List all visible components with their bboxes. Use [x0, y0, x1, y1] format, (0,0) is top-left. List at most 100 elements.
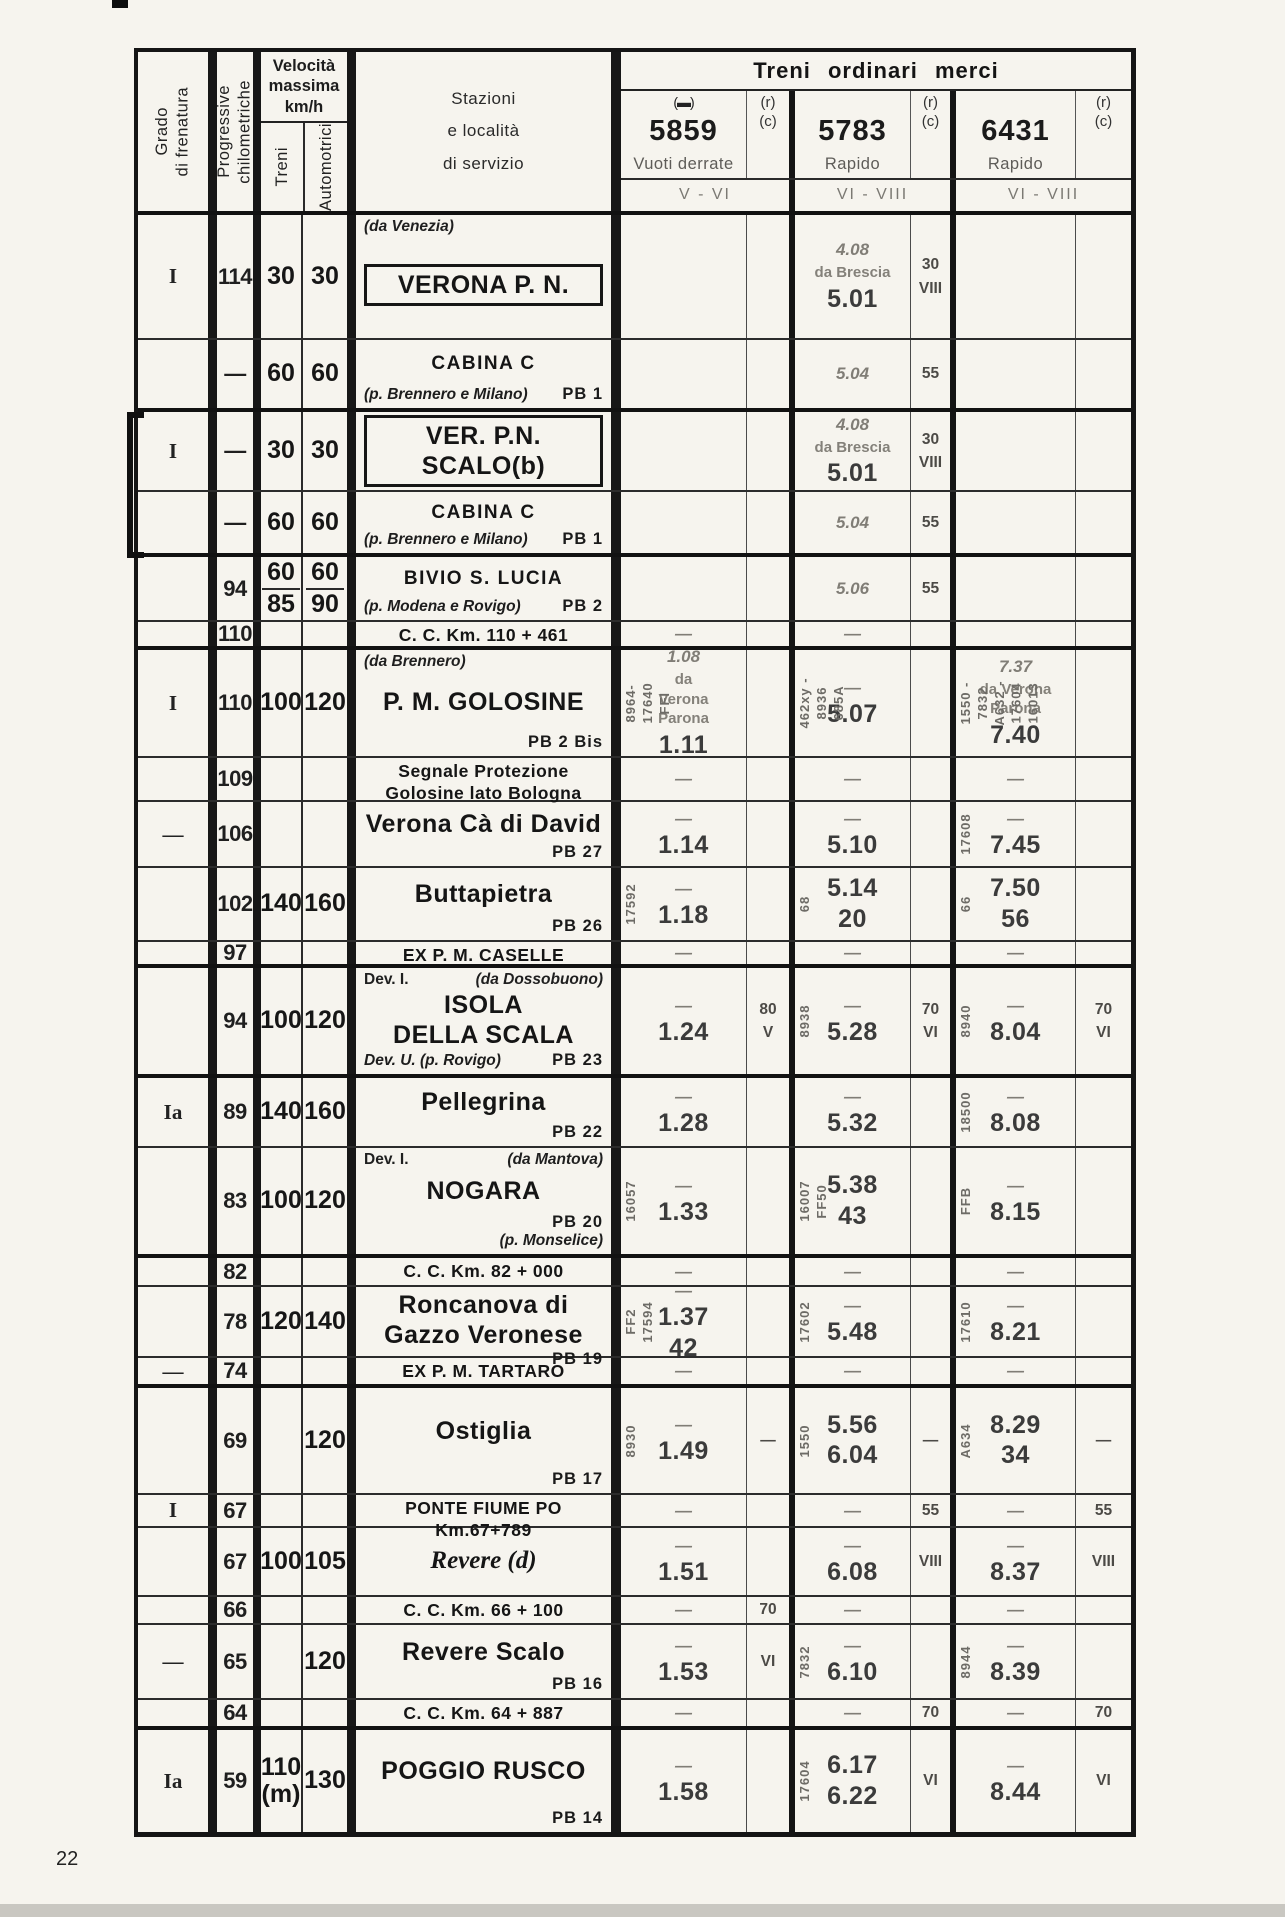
progressive-km-cell: 94 — [223, 575, 247, 601]
time-value: 1.24 — [658, 1017, 709, 1046]
table-body: I 114 30 30 (da Venezia) VERONA P. N. — [138, 215, 1131, 1832]
margin-note — [746, 1528, 789, 1595]
time-value: 5.32 — [827, 1108, 878, 1137]
table-row: — 65 120 Revere Scalo PB 16 — 1.53 VI — [138, 1625, 1131, 1700]
column-divider — [253, 215, 261, 338]
consist-numbers: 8940 — [958, 1004, 973, 1038]
margin-note — [910, 650, 950, 756]
treni-speed-cell: 110 (m) — [261, 1730, 303, 1832]
time-value: 5.01 — [827, 284, 878, 313]
automotrici-speed-cell: 60 — [311, 507, 339, 536]
time-note: — — [1007, 1361, 1024, 1380]
time-value: 8.15 — [990, 1197, 1041, 1226]
grado-cell — [138, 1700, 208, 1726]
train-cell-5859 — [621, 215, 789, 338]
automotrici-speed-cell — [303, 758, 347, 800]
treni-speed-cell: 100 — [260, 1148, 303, 1254]
train-marks: (r) (c) — [1075, 91, 1131, 178]
train-cell-5783: 17604 6.17 6.22 VI — [795, 1730, 950, 1832]
train-cell-5859: — 1.58 — [621, 1730, 789, 1832]
margin-note: VIII — [910, 1528, 950, 1595]
grado-cell: — — [162, 821, 184, 846]
time-value: 5.28 — [827, 1017, 878, 1046]
station-subline: PB 19 — [364, 1350, 603, 1369]
automotrici-speed-cell: 160 — [304, 1097, 346, 1126]
train-cell-5783: 5.06 55 — [795, 557, 950, 620]
consist-numbers: 66 — [958, 895, 973, 913]
station-name: VER. P.N. SCALO(b) — [364, 415, 603, 487]
margin-note — [910, 802, 950, 866]
train-cell-5859 — [621, 492, 789, 553]
grado-cell — [138, 1287, 208, 1356]
train-cell-5859: — 1.53 VI — [621, 1625, 789, 1698]
time-value: 5.48 — [827, 1318, 878, 1347]
time-note: — — [675, 1500, 692, 1520]
margin-note — [1075, 758, 1131, 800]
treni-speed-cell — [261, 1700, 303, 1726]
origin-note: da Brescia — [814, 438, 891, 456]
column-divider — [208, 942, 217, 964]
station-name: Verona Cà di David — [365, 810, 602, 838]
grado-cell: I — [168, 690, 178, 715]
train-cell-6431: 17608 — 7.45 — [956, 802, 1131, 866]
train-cell-5859: — 1.24 80 V — [621, 968, 789, 1074]
column-divider — [611, 622, 621, 646]
treni-speed-cell — [261, 622, 303, 646]
column-header-treni: Treni — [272, 147, 291, 187]
table-row: — 60 60 CABINA C (p. Brennero e Milano) P… — [138, 492, 1131, 557]
margin-note — [910, 1625, 950, 1698]
train-cell-6431: — 8.44 VI — [956, 1730, 1131, 1832]
train-cell-5859: — — [621, 758, 789, 800]
table-row: 102 140 160 Buttapietra PB 26 17592 — 1.… — [138, 868, 1131, 942]
train-number: 6431 — [981, 115, 1050, 148]
period-label: V - VI — [678, 186, 731, 204]
margin-note — [746, 1287, 789, 1356]
time-value: 1.14 — [658, 830, 709, 859]
margin-note — [746, 622, 789, 646]
progressive-km-cell: 83 — [223, 1188, 247, 1213]
time-note: — — [844, 1536, 861, 1556]
column-divider — [611, 1258, 621, 1285]
margin-note — [910, 622, 950, 646]
time-note: — — [675, 1536, 692, 1556]
time-value: 1.11 — [658, 730, 709, 759]
train-cell-5859: 8930 — 1.49 — — [621, 1388, 789, 1493]
progressive-km-cell: 67 — [223, 1548, 247, 1574]
column-divider — [789, 622, 795, 646]
train-cell-6431: — — [956, 1597, 1131, 1623]
train-cell-5859: — 1.28 — [621, 1078, 789, 1146]
margin-note — [746, 492, 789, 553]
column-divider — [789, 942, 795, 964]
progressive-km-cell: 114 — [218, 263, 253, 289]
train-cell-5859: — — [621, 1495, 789, 1526]
timetable: Grado di frenatura Progressive chilometr… — [134, 48, 1136, 1837]
train-cell-5859: FF2 17594 — 1.37 42 — [621, 1281, 789, 1361]
column-divider — [789, 1388, 795, 1493]
time-note: — — [675, 1175, 692, 1195]
margin-note — [1075, 650, 1131, 756]
margin-note — [1075, 942, 1131, 964]
consist-numbers: 16007 FF50 — [797, 1180, 829, 1222]
train-type: Vuoti derrate — [633, 154, 734, 173]
table-row: I 114 30 30 (da Venezia) VERONA P. N. — [138, 215, 1131, 340]
time-note: — — [1007, 943, 1024, 962]
station-name: BIVIO S. LUCIA — [403, 567, 564, 589]
column-divider — [347, 758, 356, 800]
station-cell: C. C. Km. 82 + 000 — [356, 1258, 611, 1285]
margin-note: 55 — [910, 340, 950, 408]
station-cell: Revere Scalo PB 16 — [356, 1625, 611, 1698]
column-divider — [208, 1358, 217, 1384]
train-cell-6431: FFB — 8.15 — [956, 1148, 1131, 1254]
station-cell: (da Brennero) P. M. GOLOSINE PB 2 Bis — [356, 650, 611, 756]
margin-note: VIII — [1075, 1528, 1131, 1595]
consist-numbers: 68 — [797, 895, 812, 913]
pb-label: PB 17 — [552, 1470, 603, 1488]
station-name: CABINA C — [431, 501, 536, 523]
time-note: — — [675, 878, 692, 898]
train-cell-5783: — — [795, 1597, 950, 1623]
time-value: 6.04 — [827, 1441, 878, 1469]
time-note: — — [844, 1086, 861, 1106]
station-name: EX P. M. CASELLE — [402, 945, 565, 965]
consist-numbers: 1550 — [797, 1424, 812, 1457]
train-cell-6431 — [956, 492, 1131, 553]
